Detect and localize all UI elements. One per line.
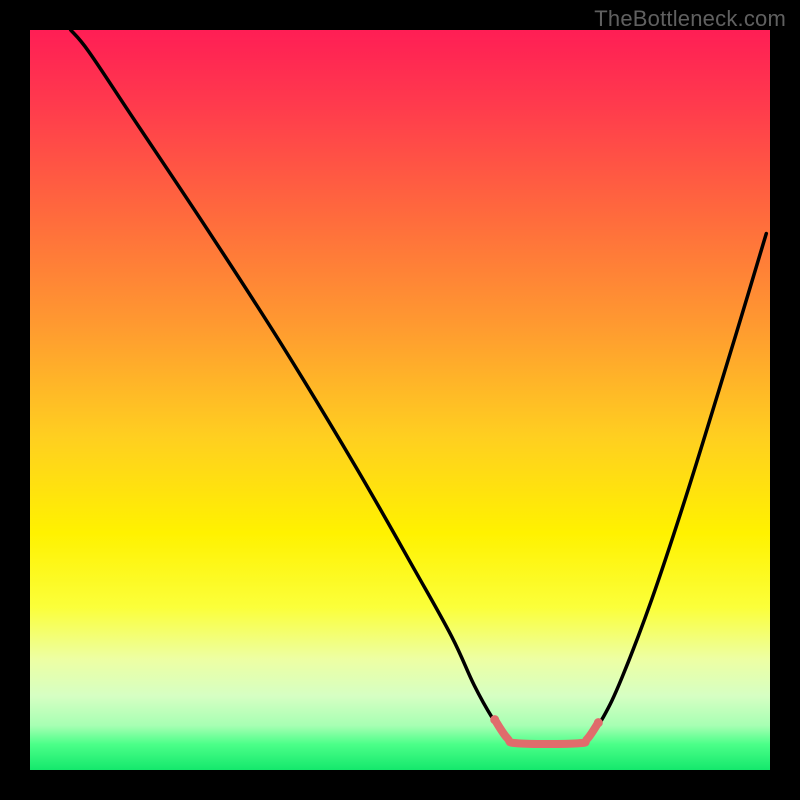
- plot-background: [30, 30, 770, 770]
- optimal-range-start-dot: [490, 715, 499, 724]
- chart-svg-root: [0, 0, 800, 800]
- watermark-text: TheBottleneck.com: [594, 6, 786, 32]
- optimal-range-end-dot: [594, 718, 603, 727]
- bottleneck-chart: [0, 0, 800, 800]
